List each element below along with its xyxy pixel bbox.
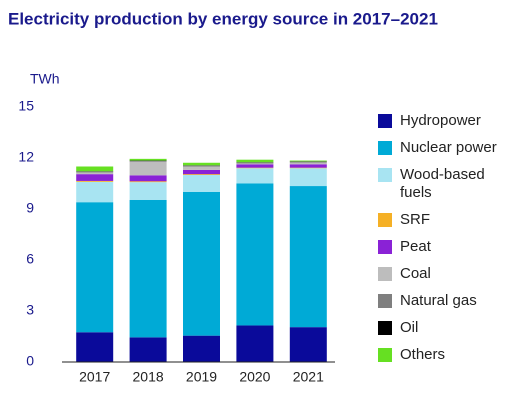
bar-segment (129, 175, 167, 182)
bar-segment (236, 325, 274, 362)
bar-segment (183, 175, 220, 192)
y-tick-label: 15 (18, 98, 34, 114)
bar-segment (236, 163, 274, 165)
legend-label: Peat (400, 238, 431, 255)
y-tick-label: 6 (26, 251, 34, 267)
legend-label: Wood-based fuels (400, 166, 485, 201)
legend-item: Wood-based fuels (378, 166, 518, 202)
bar-segment (289, 161, 327, 163)
bar-segment (183, 335, 220, 362)
legend-label: SRF (400, 211, 430, 228)
legend-item: Oil (378, 319, 518, 337)
legend-item: Nuclear power (378, 139, 518, 157)
legend-swatch (378, 213, 392, 227)
bar-segment (289, 186, 327, 328)
bar-segment (183, 162, 220, 166)
bar-segment (129, 160, 167, 162)
legend-label: Natural gas (400, 292, 477, 309)
y-tick-label: 0 (26, 353, 34, 369)
legend-swatch (378, 348, 392, 362)
legend: Hydropower Nuclear power Wood-based fuels S… (378, 112, 518, 373)
x-tick-label: 2021 (293, 369, 324, 385)
bar-segment (129, 182, 167, 200)
bar-segment (76, 171, 114, 173)
bar-segment (236, 162, 274, 164)
bar-segment (236, 164, 274, 168)
bar-segment (236, 159, 274, 163)
legend-swatch (378, 240, 392, 254)
x-tick-label: 2019 (186, 369, 217, 385)
bar-segment (129, 161, 167, 176)
x-tick-label: 2020 (239, 369, 270, 385)
legend-item: Natural gas (378, 292, 518, 310)
x-tick-label: 2018 (133, 369, 164, 385)
bar-segment (76, 180, 114, 182)
legend-swatch (378, 294, 392, 308)
legend-item: Hydropower (378, 112, 518, 130)
chart-title: Electricity production by energy source … (8, 9, 438, 28)
bar-segment (183, 166, 220, 170)
legend-swatch (378, 114, 392, 128)
bar-segment (183, 169, 220, 175)
legend-item: SRF (378, 211, 518, 229)
bar-segment (76, 174, 114, 181)
legend-item: Coal (378, 265, 518, 283)
bar-segment (129, 181, 167, 183)
bar-segment (129, 199, 167, 338)
bar-segment (76, 202, 114, 333)
y-tick-label: 9 (26, 200, 34, 216)
legend-swatch (378, 321, 392, 335)
legend-swatch (378, 267, 392, 281)
bar-segment (76, 166, 114, 172)
bar-segment (76, 332, 114, 362)
bar-segment (236, 183, 274, 326)
legend-label: Nuclear power (400, 139, 497, 156)
legend-swatch (378, 168, 392, 182)
legend-label: Oil (400, 319, 419, 336)
bar-segment (289, 167, 327, 169)
legend-item: Peat (378, 238, 518, 256)
bar-segment (183, 192, 220, 336)
legend-swatch (378, 141, 392, 155)
bar-segment (236, 167, 274, 169)
y-tick-label: 3 (26, 302, 34, 318)
bar-segment (289, 160, 327, 162)
bar-segment (289, 164, 327, 168)
y-tick-label: 12 (18, 149, 34, 165)
bar-segment (236, 168, 274, 184)
legend-label: Coal (400, 265, 431, 282)
bar-segment (183, 165, 220, 167)
bar-segment (76, 172, 114, 175)
y-unit: TWh (30, 71, 60, 87)
bar-segment (129, 337, 167, 362)
bar-segment (183, 174, 220, 175)
bar-segment (289, 162, 327, 165)
bar-segment (289, 168, 327, 187)
legend-label: Hydropower (400, 112, 481, 129)
bar-segment (289, 327, 327, 362)
x-tick-label: 2017 (79, 369, 110, 385)
bar-segment (76, 181, 114, 203)
bar-segment (129, 158, 167, 161)
legend-label: Others (400, 346, 446, 363)
legend-item: Others (378, 346, 518, 364)
